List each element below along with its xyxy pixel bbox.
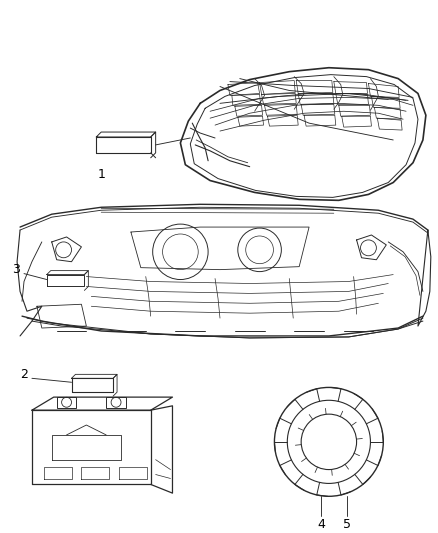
Text: 2: 2 bbox=[20, 368, 28, 381]
Bar bbox=[106, 397, 126, 408]
Text: 1: 1 bbox=[97, 168, 105, 181]
Bar bbox=[57, 397, 77, 408]
Text: 4: 4 bbox=[317, 518, 325, 530]
Text: 3: 3 bbox=[12, 263, 20, 276]
Text: 5: 5 bbox=[343, 518, 351, 530]
